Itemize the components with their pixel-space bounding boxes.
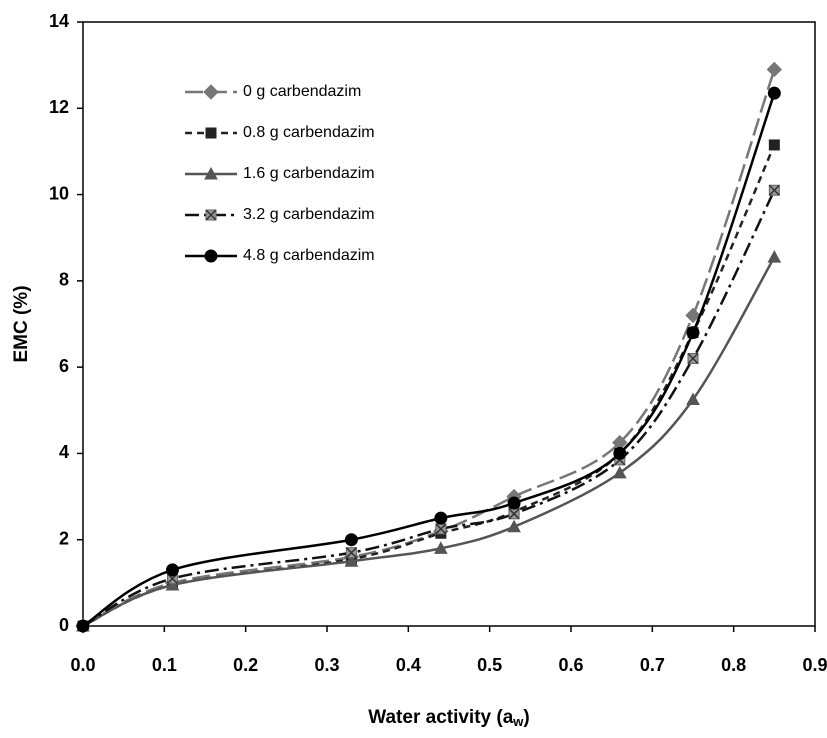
legend-entry: 4.8 g carbendazim [185,247,375,264]
y-tick-label: 0 [59,615,69,635]
legend-label: 3.2 g carbendazim [243,206,375,223]
series-line [82,69,776,628]
legend-label: 4.8 g carbendazim [243,247,375,264]
legend-label: 1.6 g carbendazim [243,165,375,182]
marker [687,352,699,365]
marker [685,307,701,324]
marker [507,519,521,533]
marker [686,392,700,405]
series-line [82,256,776,628]
series-line [82,144,776,628]
marker [508,508,520,520]
marker [507,496,521,510]
y-tick-label: 10 [49,183,69,203]
marker-cross [345,547,357,559]
marker-cross [435,523,447,535]
x-tick-label: 0.1 [152,655,177,675]
marker [165,563,179,577]
x-tick-label: 0.7 [640,655,665,675]
marker [766,61,783,78]
marker [205,209,217,221]
marker [345,547,357,559]
marker [434,511,448,525]
series-line [82,92,776,628]
marker-cross [768,184,780,196]
y-tick-label: 2 [59,528,69,548]
plot-frame [82,21,816,627]
marker [686,326,700,340]
marker [434,541,448,554]
marker [344,554,359,567]
legend-entry: 0.8 g carbendazim [185,124,375,141]
x-tick-label: 0.8 [721,655,746,675]
y-tick-label: 14 [49,11,69,31]
y-tick-label: 6 [59,356,69,376]
marker [204,166,218,180]
x-tick-label: 0.3 [314,655,339,675]
legend-entry: 1.6 g carbendazim [185,165,375,182]
marker [768,139,780,151]
y-tick-label: 12 [49,97,69,117]
x-title-part: Water activity (a [368,707,513,728]
marker [613,446,627,460]
legend-label: 0.8 g carbendazim [243,124,375,141]
marker [344,533,358,547]
x-axis-title: Water activity (aw) [368,707,529,729]
x-tick-label: 0.0 [70,655,95,675]
marker-cross [687,352,699,365]
x-title-part: ) [523,707,529,728]
marker [767,250,782,263]
marker [203,84,219,100]
x-tick-label: 0.9 [802,655,827,675]
marker [76,619,90,633]
y-axis-title: EMC (%) [11,285,32,362]
legend-entry: 0 g carbendazim [185,83,361,100]
x-tick-label: 0.5 [477,655,502,675]
x-tick-label: 0.2 [233,655,258,675]
marker [165,577,180,591]
marker-cross [205,209,217,221]
marker [204,249,218,263]
marker [767,86,781,100]
legend-entry: 3.2 g carbendazim [185,206,375,223]
x-tick-label: 0.6 [558,655,583,675]
y-tick-label: 8 [59,270,69,290]
legend-label: 0 g carbendazim [243,83,361,100]
x-tick-label: 0.4 [396,655,421,675]
y-tick-label: 4 [59,442,69,462]
marker [435,523,447,535]
marker [205,127,217,139]
marker [612,465,627,479]
x-title-subscript: w [512,714,524,729]
marker-cross [508,508,520,520]
marker [768,184,780,196]
